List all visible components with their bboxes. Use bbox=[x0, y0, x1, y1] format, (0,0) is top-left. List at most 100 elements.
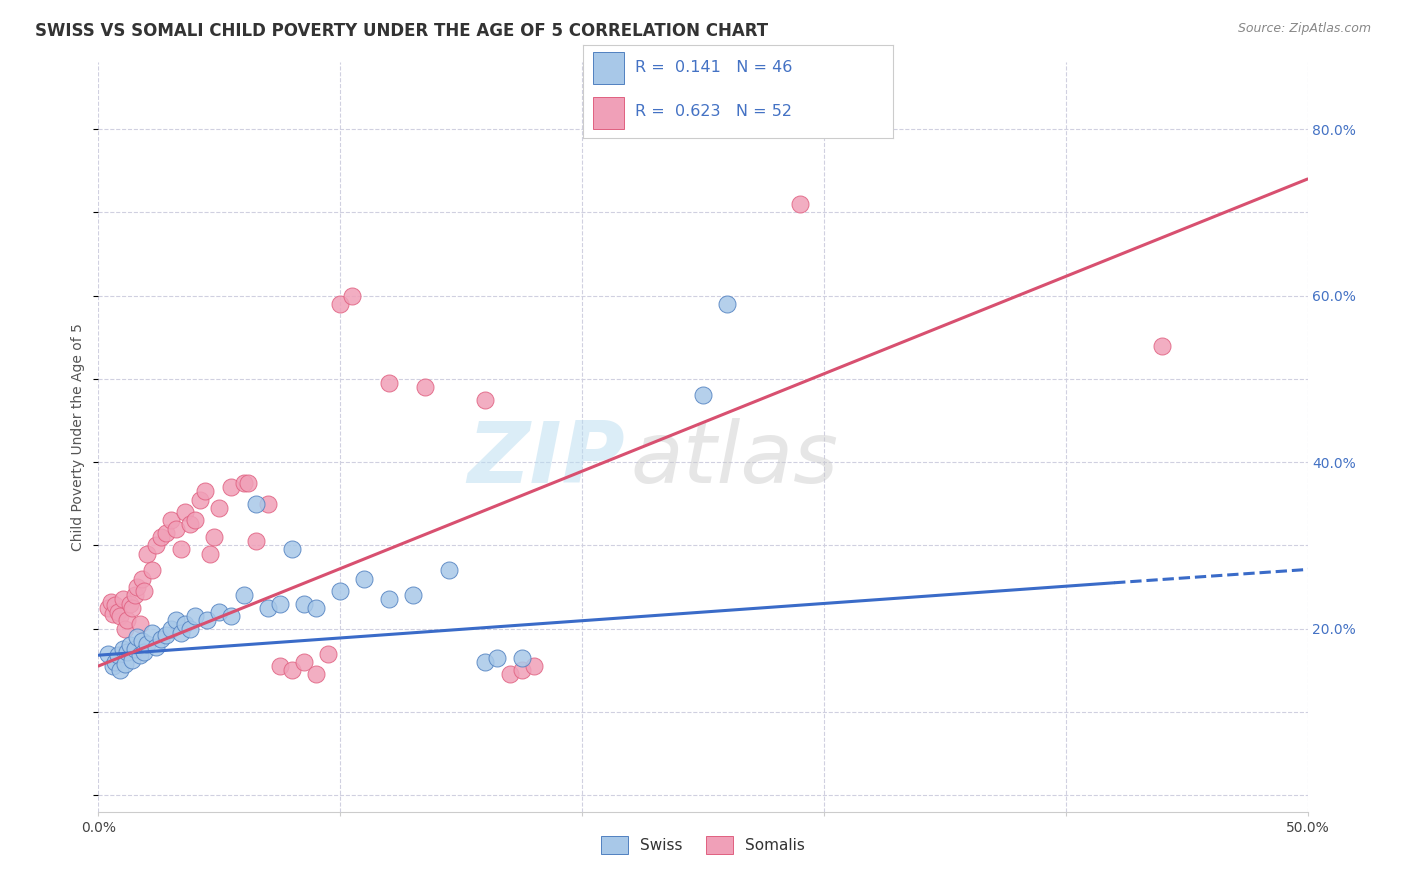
Point bbox=[104, 655, 127, 669]
Point bbox=[179, 622, 201, 636]
Point bbox=[486, 650, 509, 665]
Point bbox=[160, 622, 183, 636]
Point bbox=[204, 530, 226, 544]
Text: ZIP: ZIP bbox=[467, 418, 624, 501]
Point bbox=[692, 388, 714, 402]
Point bbox=[101, 607, 124, 621]
Point bbox=[141, 625, 163, 640]
Point bbox=[232, 475, 254, 490]
Text: atlas: atlas bbox=[630, 418, 838, 501]
Point bbox=[377, 592, 399, 607]
Point bbox=[510, 663, 533, 677]
Point bbox=[108, 663, 131, 677]
Point bbox=[141, 563, 163, 577]
Point bbox=[377, 376, 399, 390]
Point bbox=[108, 609, 131, 624]
Point bbox=[124, 642, 146, 657]
Point bbox=[128, 617, 150, 632]
Point bbox=[127, 580, 149, 594]
Point bbox=[184, 513, 207, 527]
Point bbox=[353, 572, 375, 586]
Point bbox=[329, 584, 352, 599]
Point bbox=[437, 563, 460, 577]
Point bbox=[150, 530, 173, 544]
Point bbox=[135, 636, 157, 650]
Point bbox=[208, 605, 231, 619]
Point bbox=[413, 380, 436, 394]
Point bbox=[329, 297, 352, 311]
Point bbox=[179, 517, 201, 532]
Text: Source: ZipAtlas.com: Source: ZipAtlas.com bbox=[1237, 22, 1371, 36]
Point bbox=[121, 653, 143, 667]
Point bbox=[114, 657, 136, 671]
Point bbox=[198, 547, 221, 561]
Point bbox=[789, 197, 811, 211]
Point bbox=[523, 659, 546, 673]
Point bbox=[169, 542, 191, 557]
Point bbox=[134, 584, 156, 599]
Point bbox=[474, 392, 496, 407]
Point bbox=[245, 534, 267, 549]
Point bbox=[101, 659, 124, 673]
Point bbox=[305, 667, 328, 681]
Point bbox=[305, 600, 328, 615]
Point bbox=[114, 622, 136, 636]
Point bbox=[131, 572, 153, 586]
Point bbox=[342, 288, 364, 302]
Point bbox=[127, 630, 149, 644]
Point bbox=[124, 588, 146, 602]
Point bbox=[117, 613, 139, 627]
Point bbox=[107, 648, 129, 663]
Point bbox=[134, 645, 156, 659]
Point bbox=[402, 588, 425, 602]
Point bbox=[121, 600, 143, 615]
Point bbox=[316, 647, 339, 661]
Point bbox=[716, 297, 738, 311]
Legend: Swiss, Somalis: Swiss, Somalis bbox=[595, 830, 811, 860]
Point bbox=[111, 592, 134, 607]
Point bbox=[104, 599, 127, 613]
Point bbox=[165, 522, 187, 536]
Bar bbox=[593, 52, 624, 84]
Point bbox=[474, 655, 496, 669]
Point bbox=[281, 663, 304, 677]
Point bbox=[145, 640, 167, 654]
Point bbox=[174, 617, 197, 632]
Point bbox=[128, 648, 150, 663]
Point bbox=[131, 634, 153, 648]
Point bbox=[292, 655, 315, 669]
Point bbox=[238, 475, 260, 490]
Point bbox=[145, 538, 167, 552]
Point bbox=[498, 667, 520, 681]
Point bbox=[221, 480, 243, 494]
Point bbox=[208, 500, 231, 515]
Point bbox=[510, 650, 533, 665]
Point bbox=[97, 647, 120, 661]
Point bbox=[97, 600, 120, 615]
Point bbox=[188, 492, 211, 507]
Point bbox=[155, 525, 177, 540]
Point bbox=[117, 645, 139, 659]
Point bbox=[118, 638, 141, 652]
Point bbox=[1152, 338, 1174, 352]
Point bbox=[118, 597, 141, 611]
Point bbox=[155, 628, 177, 642]
Point bbox=[150, 632, 173, 646]
Point bbox=[100, 595, 122, 609]
Point bbox=[195, 613, 218, 627]
Point bbox=[194, 484, 217, 499]
Point bbox=[160, 513, 183, 527]
Text: R =  0.141   N = 46: R = 0.141 N = 46 bbox=[634, 60, 792, 75]
Point bbox=[184, 609, 207, 624]
Point bbox=[281, 542, 304, 557]
Point bbox=[165, 613, 187, 627]
Y-axis label: Child Poverty Under the Age of 5: Child Poverty Under the Age of 5 bbox=[72, 323, 86, 551]
Point bbox=[107, 605, 129, 619]
Point bbox=[269, 597, 291, 611]
Point bbox=[269, 659, 291, 673]
Point bbox=[174, 505, 197, 519]
Text: R =  0.623   N = 52: R = 0.623 N = 52 bbox=[634, 104, 792, 119]
Point bbox=[256, 600, 278, 615]
Point bbox=[169, 625, 191, 640]
Point bbox=[245, 497, 267, 511]
